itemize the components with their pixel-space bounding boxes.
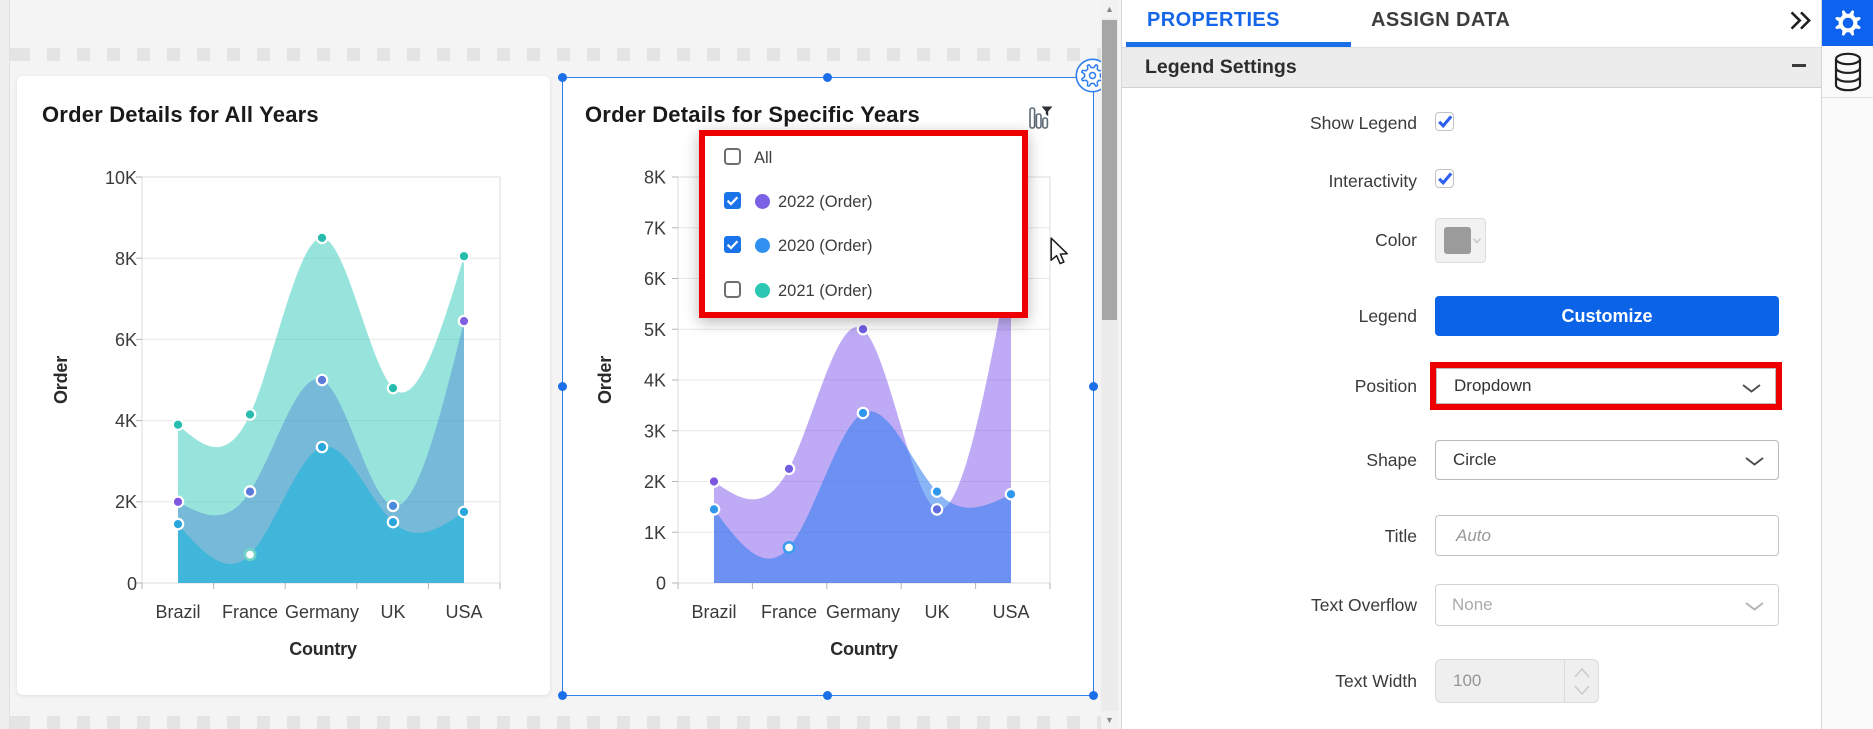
svg-text:Germany: Germany (826, 602, 900, 622)
svg-text:3K: 3K (644, 421, 666, 441)
svg-text:4K: 4K (644, 371, 666, 391)
svg-text:UK: UK (924, 602, 949, 622)
svg-text:USA: USA (992, 602, 1029, 622)
svg-text:10K: 10K (105, 168, 137, 188)
svg-text:USA: USA (445, 602, 482, 622)
svg-text:Country: Country (830, 639, 898, 659)
svg-text:2K: 2K (644, 472, 666, 492)
svg-text:UK: UK (380, 602, 405, 622)
svg-text:France: France (761, 602, 817, 622)
svg-text:Germany: Germany (285, 602, 359, 622)
svg-text:2K: 2K (115, 492, 137, 512)
svg-text:4K: 4K (115, 411, 137, 431)
svg-text:France: France (222, 602, 278, 622)
svg-text:Brazil: Brazil (155, 602, 200, 622)
svg-text:0: 0 (127, 574, 137, 594)
svg-text:Brazil: Brazil (691, 602, 736, 622)
svg-text:8K: 8K (644, 168, 666, 188)
svg-text:Order: Order (51, 356, 71, 404)
svg-text:1K: 1K (644, 523, 666, 543)
svg-text:Country: Country (289, 639, 357, 659)
svg-text:6K: 6K (644, 269, 666, 289)
svg-text:Order: Order (595, 356, 615, 404)
svg-text:5K: 5K (644, 320, 666, 340)
svg-text:6K: 6K (115, 330, 137, 350)
svg-text:8K: 8K (115, 249, 137, 269)
svg-text:7K: 7K (644, 218, 666, 238)
svg-text:0: 0 (656, 574, 666, 594)
